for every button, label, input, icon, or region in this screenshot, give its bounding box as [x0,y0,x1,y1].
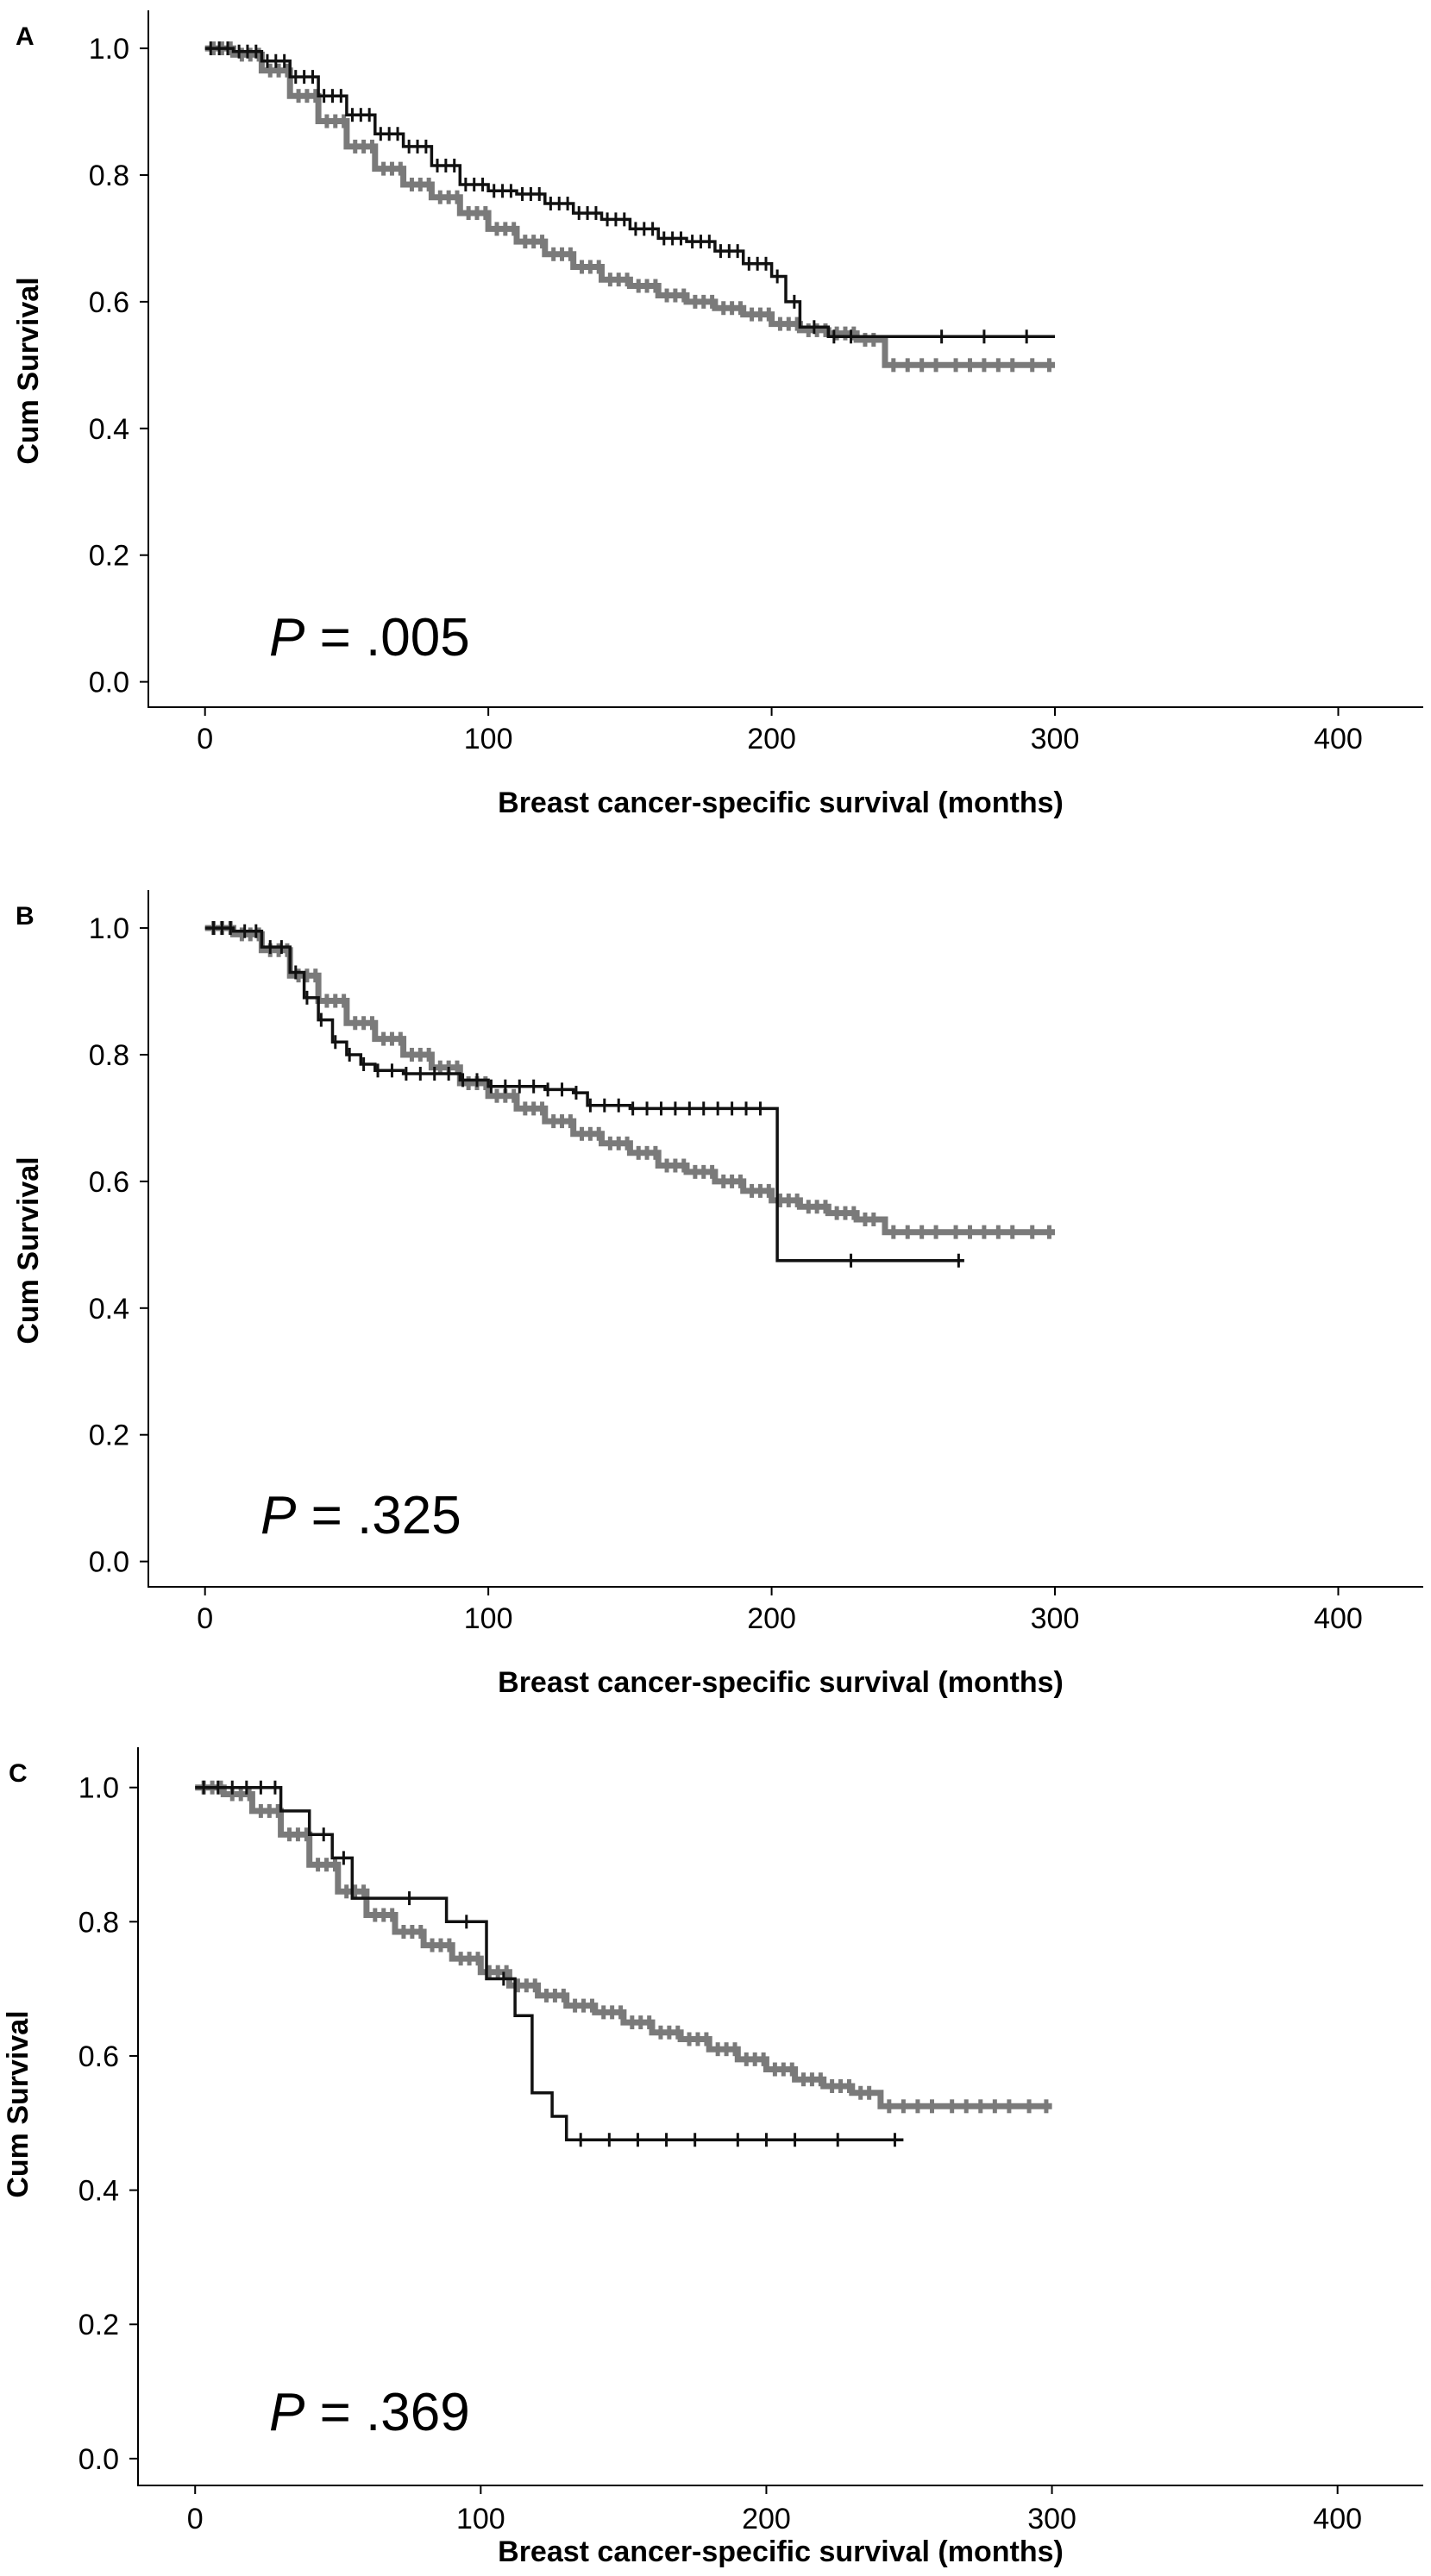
panel-b-pvalue-prefix: P [260,1486,296,1545]
panel-c-pvalue-prefix: P [269,2383,304,2442]
panel-c-ytick-label: 0.6 [78,2040,119,2073]
panel-c-pvalue-value: = .369 [304,2383,469,2442]
panel-a-ytick-label: 0.8 [89,160,129,192]
panel-c: C Cum Survival Breast cancer-specific su… [2,1747,1423,2568]
panel-a-xtick-label: 100 [464,723,513,755]
panel-c-ylabel: Cum Survival [2,2010,35,2197]
panel-a-ylabel: Cum Survival [12,277,45,464]
panel-a-ytick-label: 0.0 [89,667,129,699]
panel-a-xlabel: Breast cancer-specific survival (months) [498,787,1064,819]
panel-b-ytick-label: 1.0 [89,912,129,945]
panel-c-ytick-label: 0.4 [78,2175,119,2208]
panel-c-censor-marks-dark [202,1780,896,2147]
panel-b-letter: B [16,902,35,931]
panel-a-xtick-label: 300 [1031,723,1080,755]
panel-a-ytick-label: 1.0 [89,33,129,66]
panel-b-xlabel: Breast cancer-specific survival (months) [498,1666,1064,1699]
panel-a-ylabel-text: Cum Survival [12,277,45,464]
panel-b-ytick-label: 0.6 [89,1166,129,1199]
panel-a-axes [147,10,1423,708]
panel-b-xtick-label: 0 [197,1602,213,1635]
panel-b-xtick-label: 100 [464,1602,513,1635]
panel-a-censor-marks-dark [209,41,1028,344]
panel-b-xtick-label: 400 [1314,1602,1363,1635]
panel-b-xtick-label: 300 [1031,1602,1080,1635]
panel-c-letter: C [9,1759,28,1788]
panel-c-pvalue: P = .369 [269,2383,470,2442]
panel-c-ylabel-text: Cum Survival [2,2010,35,2197]
panel-a-xtick-label: 0 [197,723,213,755]
panel-c-ytick-label: 1.0 [78,1772,119,1805]
panel-b: B Cum Survival Breast cancer-specific su… [12,890,1423,1699]
panel-c-xtick-label: 400 [1313,2503,1362,2535]
panel-a-xtick-label: 200 [747,723,796,755]
panel-b-ytick-label: 0.8 [89,1039,129,1072]
panel-a-pvalue-prefix: P [269,608,304,668]
panel-a-pvalue-value: = .005 [304,608,469,668]
panel-c-ytick-label: 0.0 [78,2443,119,2476]
panel-c-xtick-label: 300 [1027,2503,1076,2535]
panel-b-pvalue: P = .325 [260,1486,461,1545]
panel-b-xtick-label: 200 [747,1602,796,1635]
panel-a-plot: 0.0 0.2 0.4 0.6 0.8 1.0 0 100 200 300 400 [89,10,1423,755]
panel-c-xlabel: Breast cancer-specific survival (months) [498,2535,1064,2568]
panel-b-ylabel: Cum Survival [12,1156,45,1344]
panel-c-ytick-label: 0.2 [78,2309,119,2341]
panel-b-ytick-label: 0.0 [89,1546,129,1579]
panel-a-ytick-label: 0.4 [89,413,129,446]
panel-a-pvalue: P = .005 [269,608,470,668]
panel-b-ylabel-text: Cum Survival [12,1156,45,1344]
panel-b-axes [147,890,1423,1588]
panel-c-xtick-label: 0 [187,2503,204,2535]
panel-a: A Cum Survival Breast cancer-specific su… [12,10,1423,819]
panel-b-ytick-label: 0.4 [89,1293,129,1326]
panel-a-survival-curve-dark [204,47,1055,339]
panel-a-ytick-label: 0.2 [89,540,129,573]
panel-c-ytick-label: 0.8 [78,1906,119,1939]
panel-c-axes [137,1747,1423,2486]
panel-b-ytick-label: 0.2 [89,1420,129,1452]
panel-a-xtick-label: 400 [1314,723,1363,755]
panel-b-survival-curve-dark [204,926,964,1263]
panel-a-censor-marks-gray [211,41,1051,373]
panel-c-xtick-label: 100 [456,2503,505,2535]
panel-c-xtick-label: 200 [742,2503,791,2535]
panel-c-survival-curve-dark [195,1785,904,2141]
panel-b-pvalue-value: = .325 [296,1486,461,1545]
panel-b-censor-marks-dark [212,921,960,1268]
panel-a-letter: A [16,22,35,51]
panel-b-plot: 0.0 0.2 0.4 0.6 0.8 1.0 0 100 200 300 400 [89,890,1423,1635]
panel-a-ytick-label: 0.6 [89,286,129,319]
panel-b-censor-marks-gray [211,921,1051,1239]
panel-c-plot: 0.0 0.2 0.4 0.6 0.8 1.0 0 100 200 300 400 [78,1747,1423,2535]
panel-b-survival-curve-gray [204,924,1055,1236]
panel-c-censor-marks-gray [201,1780,1049,2114]
